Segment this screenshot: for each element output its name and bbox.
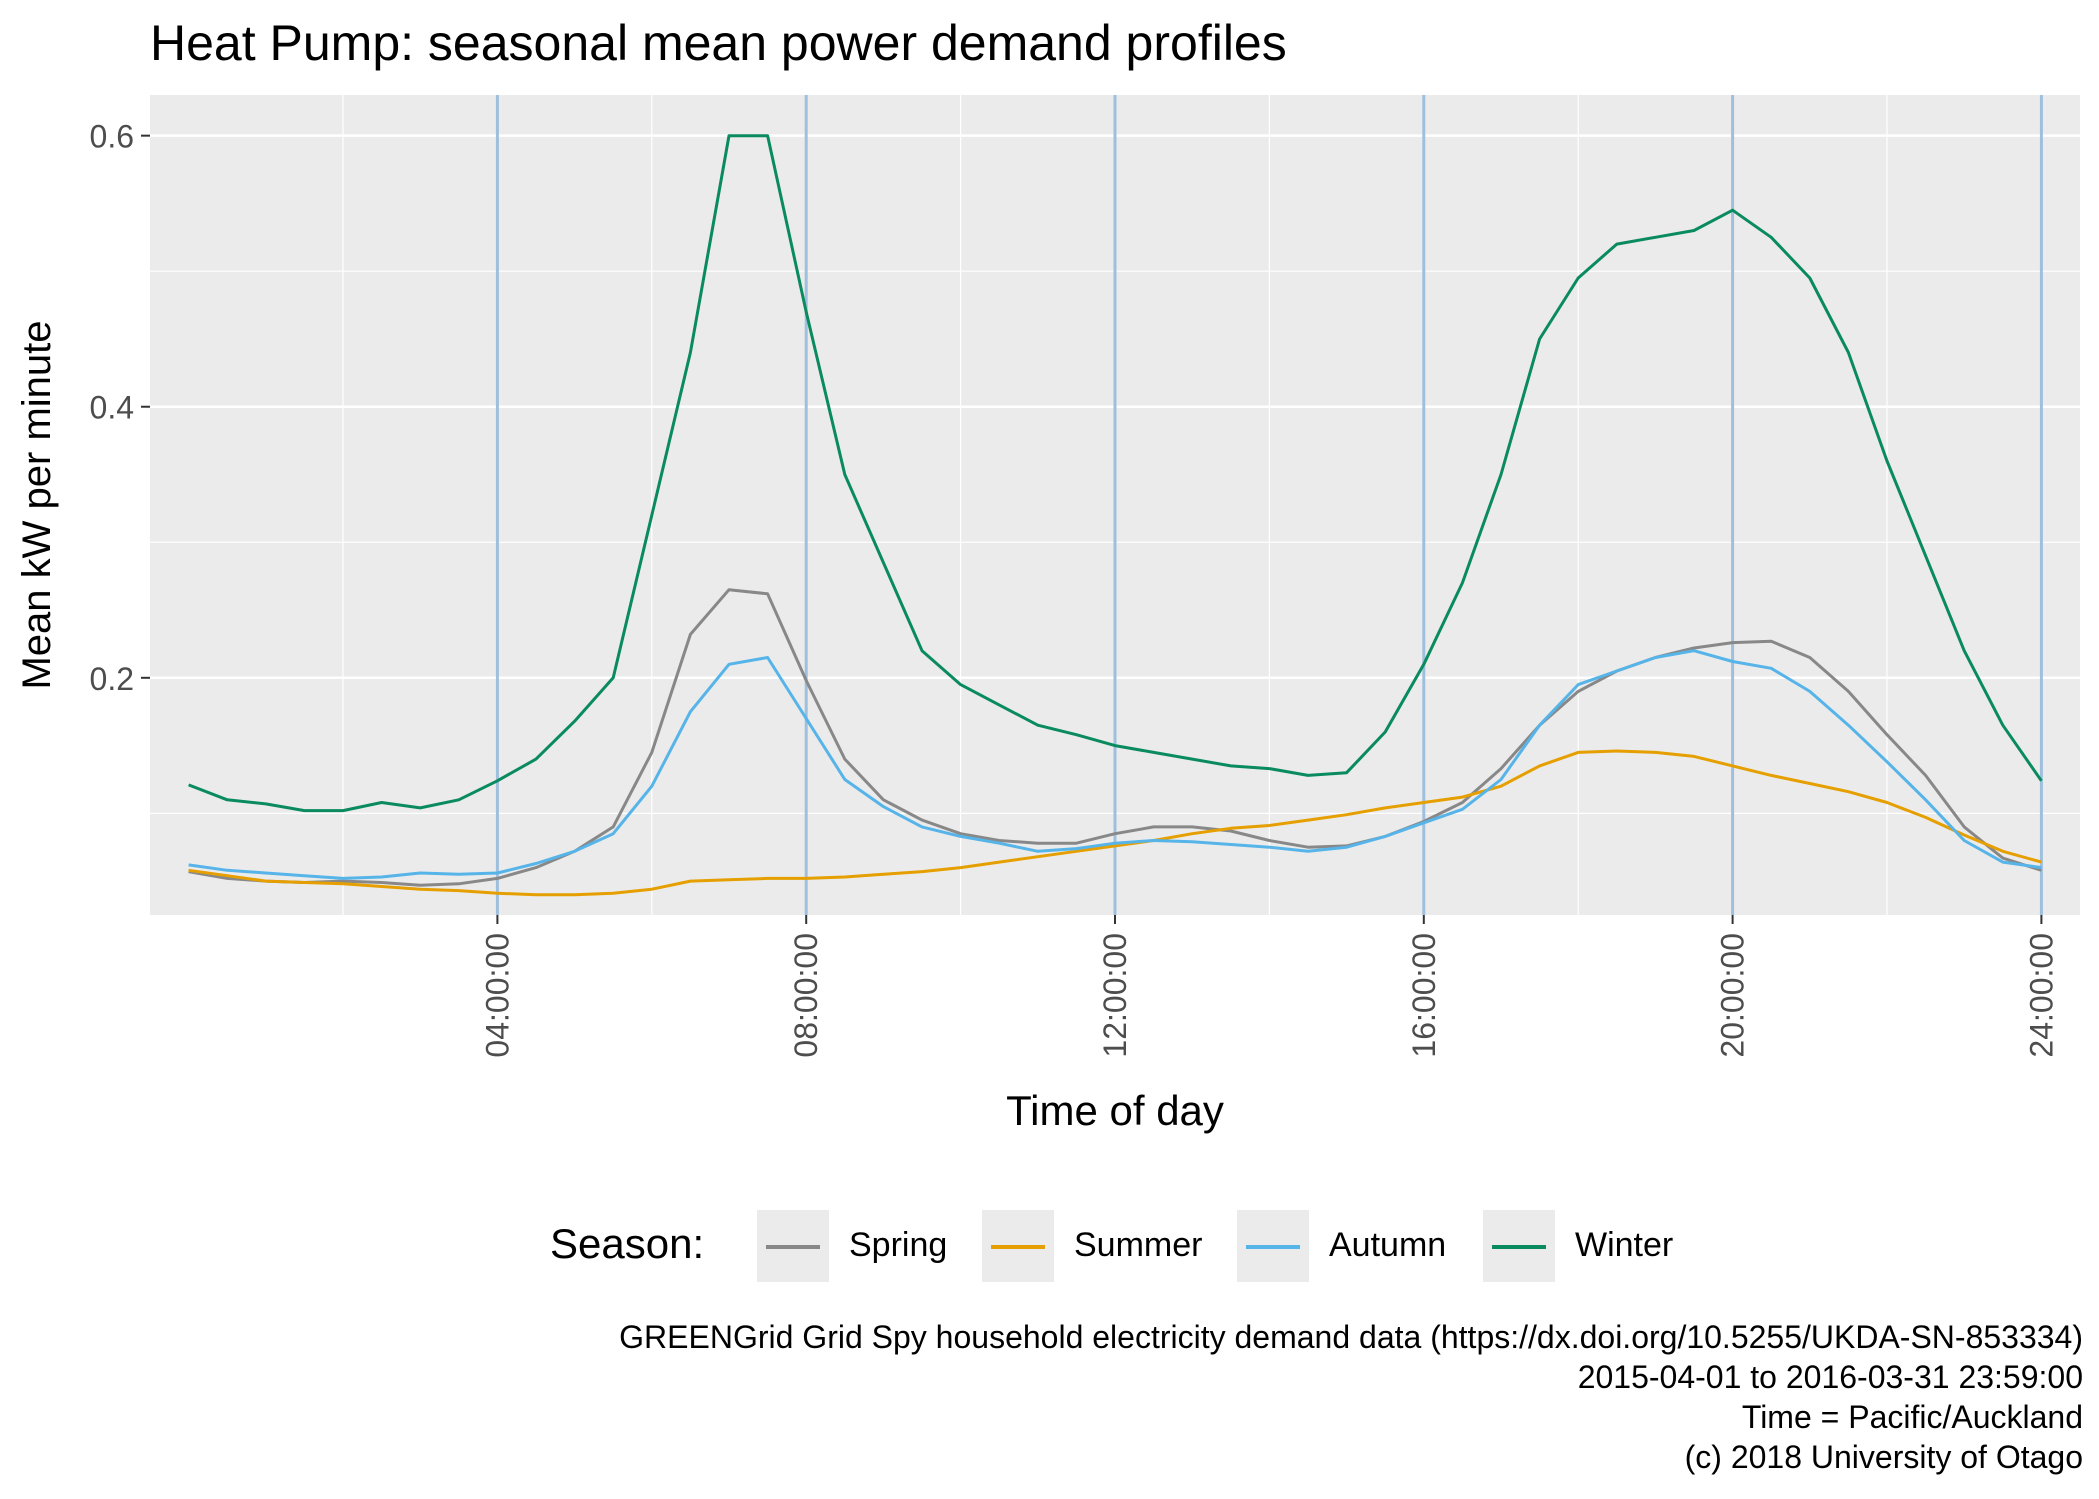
y-tick-label: 0.2	[90, 661, 134, 697]
axes: 0.2 0.4 0.6 04:00:00 08:00:00 12:00:00 16:00:0…	[90, 119, 2060, 1058]
caption-line-period: 2015-04-01 to 2016-03-31 23:59:00	[1577, 1359, 2083, 1395]
legend-label-autumn: Autumn	[1329, 1226, 1447, 1264]
legend-title: Season:	[550, 1220, 705, 1267]
y-tick-label: 0.4	[90, 390, 134, 426]
series-line-autumn	[188, 649, 2042, 880]
series-lines	[188, 134, 2043, 897]
reference-lines	[495, 95, 2043, 915]
x-axis-title: Time of day	[1006, 1087, 1224, 1134]
legend: Season: Spring Summer Autumn Winter	[0, 1210, 2099, 1282]
x-tick-label: 12:00:00	[1097, 933, 1133, 1058]
chart-caption: GREENGrid Grid Spy household electricity…	[619, 1317, 2083, 1477]
series-line-winter	[188, 134, 2043, 813]
legend-label-winter: Winter	[1575, 1226, 1674, 1264]
y-tick-label: 0.6	[90, 119, 134, 155]
caption-line-source: GREENGrid Grid Spy household electricity…	[619, 1319, 2083, 1355]
x-tick-label: 08:00:00	[788, 933, 824, 1058]
legend-label-summer: Summer	[1074, 1226, 1203, 1264]
legend-swatch-autumn	[1246, 1245, 1300, 1249]
caption-line-timezone: Time = Pacific/Auckland	[1741, 1399, 2083, 1435]
caption-line-copyright: (c) 2018 University of Otago	[1684, 1439, 2083, 1475]
legend-key-autumn	[1237, 1210, 1309, 1282]
legend-key-summer	[982, 1210, 1054, 1282]
legend-swatch-spring	[766, 1245, 820, 1249]
y-axis-title: Mean kW per minute	[15, 320, 59, 689]
series-line-summer	[188, 749, 2042, 897]
line-chart: 0.2 0.4 0.6 04:00:00 08:00:00 12:00:00 16:00:0…	[15, 95, 2080, 1134]
legend-swatch-winter	[1492, 1245, 1546, 1249]
x-tick-label: 16:00:00	[1406, 933, 1442, 1058]
chart-title: Heat Pump: seasonal mean power demand pr…	[150, 15, 1287, 71]
legend-label-spring: Spring	[849, 1226, 948, 1264]
legend-key-winter	[1483, 1210, 1555, 1282]
x-tick-label: 20:00:00	[1715, 933, 1751, 1058]
legend-key-spring	[757, 1210, 829, 1282]
series-line-spring	[188, 588, 2042, 887]
x-tick-label: 04:00:00	[479, 933, 515, 1058]
x-tick-label: 24:00:00	[2023, 933, 2059, 1058]
legend-swatch-summer	[991, 1245, 1045, 1249]
